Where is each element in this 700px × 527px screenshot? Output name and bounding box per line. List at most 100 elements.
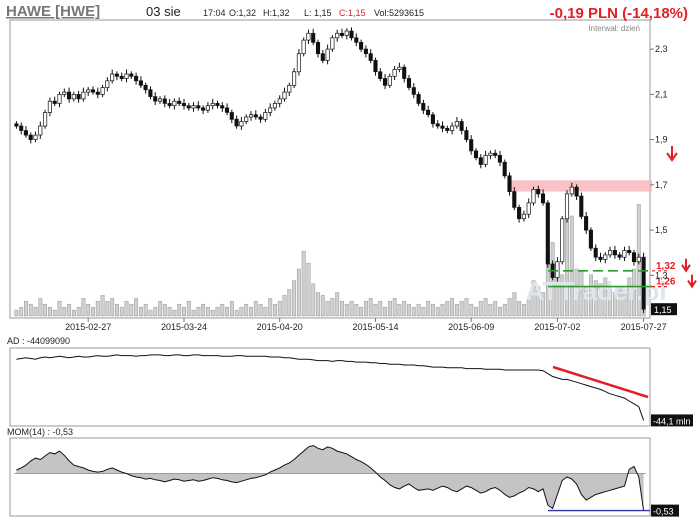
candle-down xyxy=(66,91,72,100)
volume-bar xyxy=(426,301,431,317)
volume-bar xyxy=(182,306,186,317)
volume-bar xyxy=(301,251,306,317)
candle-down xyxy=(507,175,512,192)
volume-bar xyxy=(435,306,440,317)
volume-bar xyxy=(340,301,344,317)
volume-bar xyxy=(244,303,249,317)
candle-down xyxy=(19,125,24,131)
resistance-zone-layer xyxy=(510,146,678,192)
volume-bar xyxy=(330,298,335,317)
price-panel-frame xyxy=(9,19,651,319)
candle-up xyxy=(110,73,115,82)
candle-down xyxy=(201,107,206,111)
y-tick-label: 2,1 xyxy=(655,89,668,99)
candle-down xyxy=(411,87,416,95)
volume-bar xyxy=(387,301,392,317)
mom-area xyxy=(16,445,644,511)
candle-up xyxy=(560,218,565,263)
candle-up xyxy=(191,105,196,109)
candle-down xyxy=(162,98,167,104)
volume-bar xyxy=(344,303,349,317)
candle-up xyxy=(531,189,536,204)
candle-down xyxy=(23,130,28,136)
candle-up xyxy=(330,37,335,50)
volume-bar xyxy=(349,301,354,317)
x-tick-label: 2015-03-24 xyxy=(161,322,207,332)
candle-up xyxy=(33,134,38,140)
candle-down xyxy=(138,80,143,86)
volume-bar xyxy=(502,303,507,317)
ad-line xyxy=(16,354,645,421)
volume-bars xyxy=(14,204,646,317)
candle-up xyxy=(244,116,249,122)
volume-bar xyxy=(67,303,72,317)
volume-bar xyxy=(488,303,493,317)
volume-bar xyxy=(196,306,201,317)
candle-down xyxy=(258,116,263,120)
candle-up xyxy=(105,80,110,88)
volume-bar xyxy=(38,298,43,317)
volume-bar xyxy=(24,301,28,317)
volume-bar xyxy=(81,298,86,317)
volume-bar xyxy=(378,301,383,317)
volume-bar xyxy=(172,309,177,317)
volume-bar xyxy=(100,295,105,317)
volume-bar xyxy=(225,306,230,317)
volume-bar xyxy=(134,298,139,317)
volume-bar xyxy=(71,309,76,317)
candle-down xyxy=(349,30,354,39)
down-arrow-icon xyxy=(687,274,697,289)
volume-bar xyxy=(421,306,426,317)
mom-title: MOM(14) : -0,53 xyxy=(7,427,73,437)
volume-bar xyxy=(536,286,541,317)
volume-bar xyxy=(407,303,411,317)
candle-down xyxy=(359,42,364,50)
candle-up xyxy=(296,53,301,73)
candle-up xyxy=(239,121,244,127)
candle-up xyxy=(277,98,282,104)
candle-down xyxy=(153,96,158,102)
mom-last-value-box xyxy=(651,504,679,517)
volume-bar xyxy=(598,283,603,317)
candle-up xyxy=(454,121,459,127)
x-tick-label: 2015-07-27 xyxy=(621,322,667,332)
volume-bar xyxy=(205,306,210,317)
volume-bar xyxy=(95,301,100,317)
date-x-axis: 2015-02-27 2015-03-24 2015-04-20 2015-05-14… xyxy=(65,318,667,332)
volume-bar xyxy=(440,303,445,317)
candle-down xyxy=(177,100,182,104)
candle-down xyxy=(402,66,407,79)
candle-down xyxy=(14,123,19,127)
candle-down xyxy=(440,125,445,129)
candle-up xyxy=(38,125,43,136)
candle-down xyxy=(119,75,124,79)
volume-bar xyxy=(574,268,579,317)
candle-up xyxy=(555,261,560,278)
candle-up xyxy=(263,112,268,120)
volume-bar xyxy=(258,303,263,317)
volume-bar xyxy=(273,303,277,317)
quote-low: L: 1,15 xyxy=(304,8,332,18)
candle-up xyxy=(47,100,52,113)
candle-up xyxy=(124,73,129,79)
volume-bar xyxy=(316,292,321,317)
candle-down xyxy=(416,94,421,104)
resistance-zone xyxy=(510,180,652,192)
candle-down xyxy=(186,105,191,109)
candle-up xyxy=(521,213,526,220)
candle-down xyxy=(478,157,483,165)
volume-bar xyxy=(110,298,115,317)
last-price-box xyxy=(651,303,677,316)
x-tick-label: 2015-06-09 xyxy=(448,322,494,332)
volume-bar xyxy=(531,280,536,317)
volume-bar xyxy=(464,298,469,317)
candle-down xyxy=(311,32,316,43)
volume-bar xyxy=(454,303,459,317)
ad-title: AD : -44099090 xyxy=(7,336,70,346)
y-tick-label: 1,3 xyxy=(655,270,668,280)
candle-down xyxy=(473,150,479,159)
candle-down xyxy=(612,250,617,256)
price-y-axis: 2,3 2,1 1,9 1,7 1,5 1,3 1,15 xyxy=(650,44,677,316)
quote-date: 03 sie xyxy=(146,4,181,19)
